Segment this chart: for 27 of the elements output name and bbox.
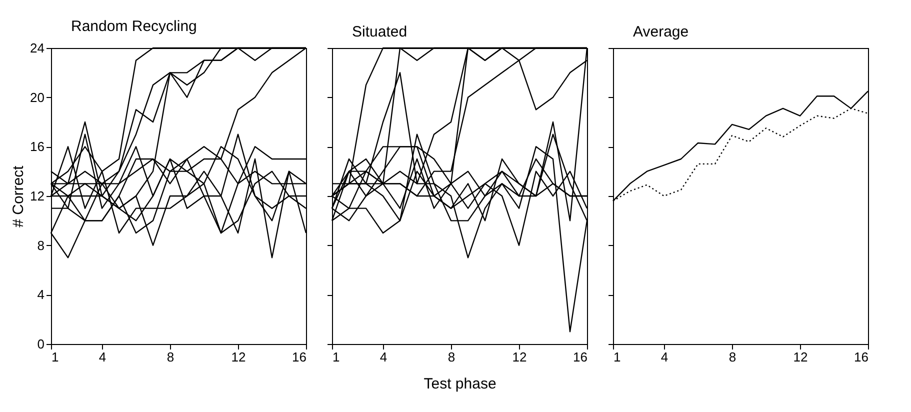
y-axis-title: # Correct [10,164,28,228]
x-tick-label: 4 [660,350,668,364]
y-tick-label: 12 [30,188,44,204]
chart-title: Average [633,24,689,40]
x-axis-title: Test phase [424,376,496,392]
x-tick-label: 16 [854,350,868,364]
x-tick-label: 12 [512,350,527,364]
y-tick-label: 4 [37,287,44,302]
y-tick-label: 20 [30,90,44,105]
x-tick-label: 12 [231,350,246,364]
y-tick-label: 16 [30,139,44,154]
x-tick-label: 8 [728,350,736,364]
chart-title: Random Recycling [71,18,197,35]
chart-title: Situated [352,23,408,40]
x-tick-label: 4 [98,350,106,364]
x-tick-label: 1 [332,350,340,364]
x-tick-label: 4 [380,350,388,364]
x-tick-label: 16 [292,350,306,364]
x-tick-label: 1 [614,350,621,364]
y-tick-label: 0 [37,336,44,352]
x-tick-label: 8 [448,350,456,364]
x-tick-label: 1 [52,350,59,364]
x-tick-label: 12 [793,350,808,364]
y-tick-label: 8 [37,238,44,253]
x-tick-label: 8 [166,350,174,364]
x-tick-label: 16 [573,350,588,364]
y-tick-label: 24 [30,40,44,56]
